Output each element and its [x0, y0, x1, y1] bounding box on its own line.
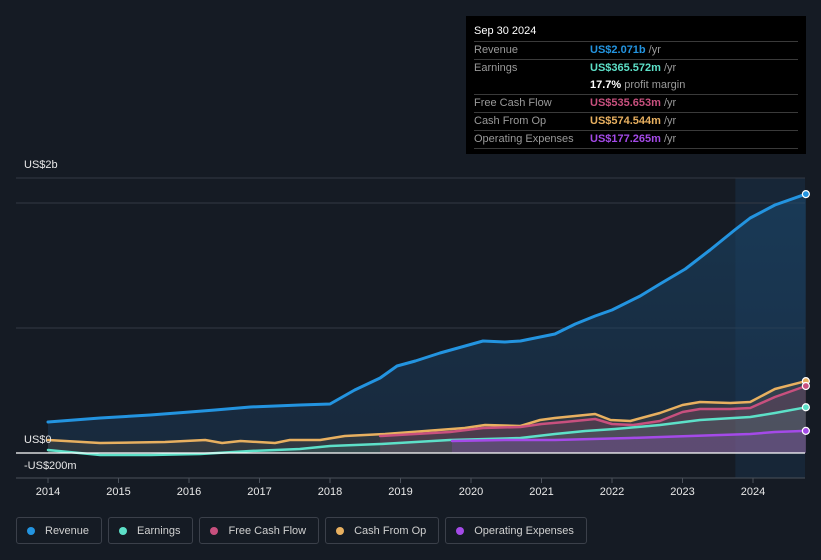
tooltip: Sep 30 2024 Revenue US$2.071b/yr Earnings U… — [466, 16, 806, 154]
operating-expenses-area — [451, 430, 806, 453]
x-tick-label: 2015 — [106, 486, 130, 498]
cash-from-op-line — [46, 379, 808, 445]
legend-item-operating-expenses[interactable]: Operating Expenses — [445, 517, 587, 544]
legend-label: Earnings — [137, 524, 181, 537]
x-tick-label: 2020 — [459, 486, 483, 498]
legend-item-free-cash-flow[interactable]: Free Cash Flow — [199, 517, 320, 544]
tooltip-unit: /yr — [663, 97, 677, 109]
tooltip-label: Revenue — [474, 44, 519, 56]
legend: Revenue Earnings Free Cash Flow Cash From O… — [16, 517, 587, 544]
legend-dot-icon — [456, 526, 465, 535]
tooltip-label: Operating Expenses — [474, 133, 574, 145]
earnings-area — [48, 407, 806, 455]
x-tick-label: 2014 — [36, 486, 60, 498]
x-tick-label: 2018 — [318, 486, 342, 498]
tooltip-unit: /yr — [663, 133, 677, 145]
legend-label: Revenue — [45, 524, 90, 537]
tooltip-value: US$365.572m — [590, 62, 661, 74]
legend-item-earnings[interactable]: Earnings — [108, 517, 194, 544]
tooltip-value: 17.7% — [590, 79, 622, 91]
tooltip-label — [474, 77, 590, 94]
tooltip-label: Earnings — [474, 62, 518, 74]
tooltip-row-profit-margin: 17.7% profit margin — [474, 77, 798, 95]
legend-dot-icon — [27, 526, 35, 535]
y-label-2b: US$2b — [24, 159, 58, 171]
y-label-0: US$0 — [24, 434, 52, 446]
y-label-neg200m: -US$200m — [24, 460, 77, 472]
operating-expenses-endpoint[interactable] — [801, 426, 810, 435]
operating-expenses-line — [450, 429, 808, 443]
tooltip-unit: profit margin — [624, 79, 686, 91]
tooltip-row-operating-expenses: Operating Expenses US$177.265m/yr — [474, 131, 798, 149]
tooltip-unit: /yr — [663, 115, 677, 127]
tooltip-value: US$535.653m — [590, 97, 661, 109]
tooltip-label: Free Cash Flow — [474, 97, 552, 109]
free-cash-flow-line — [378, 384, 808, 438]
tooltip-unit: /yr — [648, 44, 661, 56]
x-tick-label: 2019 — [388, 486, 412, 498]
legend-dot-icon — [210, 526, 219, 535]
legend-label: Operating Expenses — [474, 524, 574, 537]
tooltip-unit: /yr — [663, 62, 677, 74]
x-tick-label: 2017 — [247, 486, 271, 498]
tooltip-value: US$574.544m — [590, 115, 661, 127]
tooltip-label: Cash From Op — [474, 115, 547, 127]
revenue-line — [46, 192, 808, 424]
legend-label: Free Cash Flow — [228, 524, 307, 537]
x-tick-label: 2023 — [670, 486, 694, 498]
legend-dot-icon — [336, 526, 345, 535]
legend-item-cash-from-op[interactable]: Cash From Op — [325, 517, 440, 544]
tooltip-date: Sep 30 2024 — [474, 24, 798, 42]
x-tick-label: 2021 — [529, 486, 553, 498]
earnings-line — [46, 406, 808, 457]
legend-item-revenue[interactable]: Revenue — [16, 517, 103, 544]
free-cash-flow-endpoint[interactable] — [801, 381, 810, 391]
legend-label: Cash From Op — [354, 524, 427, 537]
x-tick-label: 2022 — [600, 486, 624, 498]
legend-dot-icon — [119, 526, 128, 535]
earnings-endpoint[interactable] — [801, 403, 810, 412]
tooltip-value: US$2.071b — [590, 44, 646, 56]
x-tick-label: 2024 — [741, 486, 765, 498]
tooltip-row-cash-from-op: Cash From Op US$574.544m/yr — [474, 113, 798, 131]
tooltip-row-revenue: Revenue US$2.071b/yr — [474, 42, 798, 60]
tooltip-row-earnings: Earnings US$365.572m/yr — [474, 60, 798, 77]
tooltip-value: US$177.265m — [590, 133, 661, 145]
revenue-endpoint[interactable] — [801, 190, 810, 199]
cash-from-op-area — [48, 381, 806, 453]
tooltip-row-free-cash-flow: Free Cash Flow US$535.653m/yr — [474, 95, 798, 113]
x-tick-label: 2016 — [177, 486, 201, 498]
chart: 2014 2015 2016 2017 2018 2019 2020 2021 2022 2023… — [16, 177, 810, 498]
revenue-area — [48, 194, 806, 453]
